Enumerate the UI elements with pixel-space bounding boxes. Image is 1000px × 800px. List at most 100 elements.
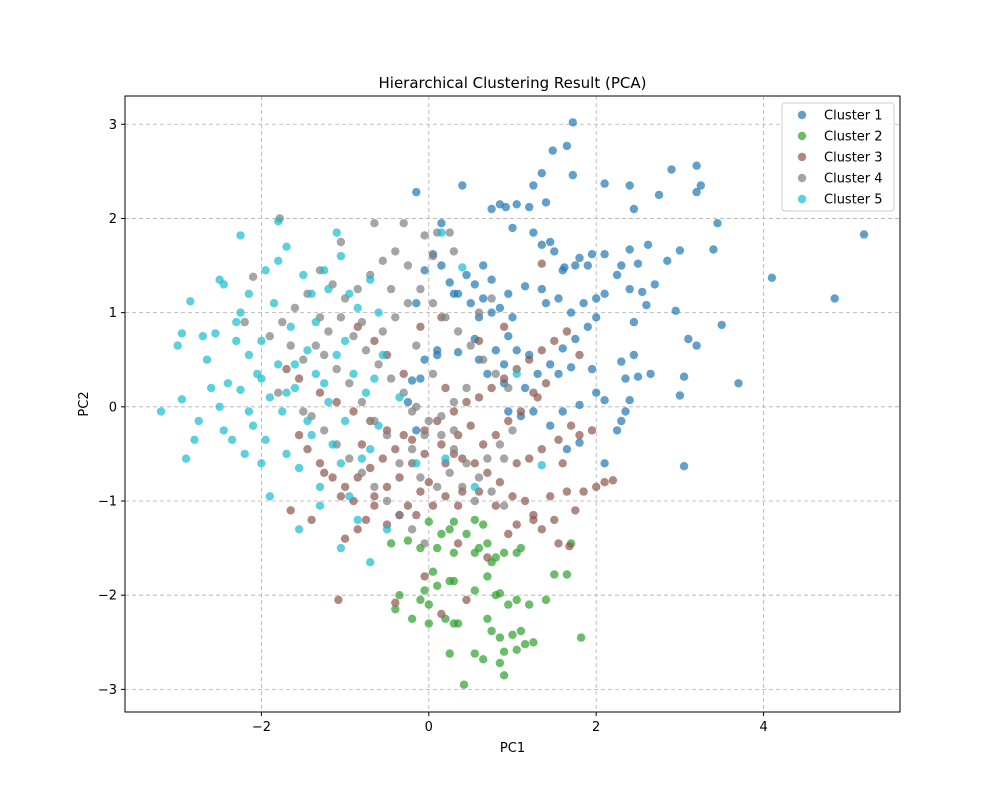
data-point bbox=[428, 369, 438, 379]
legend-marker bbox=[797, 131, 807, 141]
data-point bbox=[294, 525, 304, 534]
data-point bbox=[566, 308, 576, 317]
data-point bbox=[575, 438, 584, 447]
data-point bbox=[357, 440, 367, 449]
data-point bbox=[232, 336, 241, 346]
data-point bbox=[361, 346, 371, 355]
data-point bbox=[550, 247, 559, 256]
data-point bbox=[495, 633, 505, 642]
data-point bbox=[236, 385, 245, 395]
data-point bbox=[290, 303, 300, 313]
data-point bbox=[516, 543, 526, 553]
data-point bbox=[336, 251, 346, 261]
data-point bbox=[286, 341, 295, 350]
data-point bbox=[458, 181, 467, 190]
legend-label: Cluster 4 bbox=[824, 172, 883, 187]
data-point bbox=[629, 204, 639, 214]
data-point bbox=[558, 344, 567, 353]
data-point bbox=[483, 369, 492, 379]
data-point bbox=[629, 317, 639, 327]
data-point bbox=[278, 317, 287, 327]
data-point bbox=[449, 548, 459, 557]
data-point bbox=[303, 346, 312, 355]
data-point bbox=[583, 322, 592, 331]
data-point bbox=[508, 426, 517, 435]
data-point bbox=[499, 671, 509, 680]
data-point bbox=[592, 294, 601, 303]
data-point bbox=[265, 492, 274, 501]
data-point bbox=[366, 558, 375, 567]
data-point bbox=[399, 430, 408, 440]
data-point bbox=[675, 391, 685, 400]
data-point bbox=[734, 379, 743, 388]
data-point bbox=[541, 299, 551, 308]
data-point bbox=[499, 548, 509, 557]
data-point bbox=[566, 363, 576, 372]
data-point bbox=[340, 482, 350, 492]
data-point bbox=[412, 426, 421, 435]
data-point bbox=[420, 355, 429, 364]
data-point bbox=[587, 364, 597, 374]
data-point bbox=[546, 360, 555, 369]
data-point bbox=[495, 440, 505, 449]
data-point bbox=[491, 430, 500, 440]
data-point bbox=[554, 369, 563, 379]
data-point bbox=[395, 459, 404, 468]
data-point bbox=[462, 397, 471, 407]
data-point bbox=[433, 482, 442, 492]
data-point bbox=[403, 501, 413, 510]
data-point bbox=[357, 397, 367, 407]
data-point bbox=[412, 459, 421, 468]
data-point bbox=[282, 388, 291, 397]
data-point bbox=[416, 322, 425, 331]
data-point bbox=[261, 435, 270, 444]
data-point bbox=[533, 369, 542, 379]
data-point bbox=[508, 630, 517, 639]
data-point bbox=[529, 510, 538, 520]
data-point bbox=[501, 202, 510, 212]
series-4 bbox=[240, 214, 517, 548]
data-point bbox=[265, 393, 274, 402]
data-point bbox=[470, 459, 479, 468]
data-points bbox=[156, 118, 869, 689]
data-point bbox=[696, 181, 705, 190]
data-point bbox=[568, 170, 577, 180]
data-point bbox=[675, 246, 685, 255]
data-point bbox=[491, 553, 500, 562]
data-point bbox=[407, 376, 417, 385]
data-point bbox=[311, 317, 320, 327]
data-point bbox=[767, 273, 777, 282]
data-point bbox=[504, 407, 513, 416]
data-point bbox=[366, 275, 375, 284]
data-point bbox=[282, 242, 291, 251]
data-point bbox=[274, 388, 283, 397]
data-point bbox=[483, 614, 492, 623]
data-point bbox=[462, 529, 471, 539]
data-point bbox=[571, 261, 580, 270]
data-point bbox=[495, 658, 505, 668]
data-point bbox=[684, 334, 693, 344]
data-point bbox=[575, 400, 584, 410]
data-point bbox=[487, 275, 496, 284]
data-point bbox=[679, 372, 689, 381]
data-point bbox=[625, 284, 634, 294]
series-5 bbox=[156, 217, 546, 567]
data-point bbox=[546, 237, 555, 247]
data-point bbox=[299, 407, 308, 416]
data-point bbox=[470, 482, 479, 492]
data-point bbox=[491, 501, 500, 510]
data-point bbox=[395, 591, 404, 600]
data-point bbox=[663, 256, 672, 265]
data-point bbox=[550, 336, 559, 346]
data-point bbox=[445, 228, 454, 237]
data-point bbox=[479, 655, 488, 664]
data-point bbox=[437, 529, 446, 539]
data-point bbox=[353, 525, 362, 534]
data-point bbox=[571, 506, 580, 515]
data-point bbox=[512, 595, 521, 605]
data-point bbox=[449, 247, 459, 256]
data-point bbox=[198, 332, 207, 341]
data-point bbox=[215, 275, 224, 284]
data-point bbox=[403, 536, 413, 545]
grid-lines bbox=[125, 96, 900, 712]
